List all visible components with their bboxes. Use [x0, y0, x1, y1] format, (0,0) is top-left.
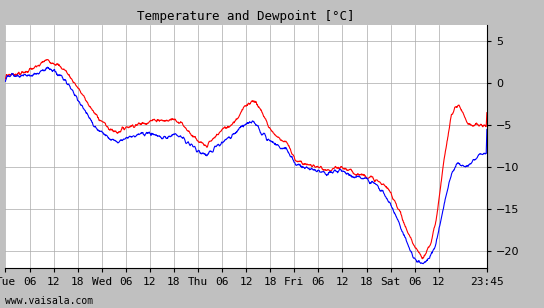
Text: www.vaisala.com: www.vaisala.com: [5, 297, 94, 306]
Title: Temperature and Dewpoint [°C]: Temperature and Dewpoint [°C]: [138, 10, 355, 23]
